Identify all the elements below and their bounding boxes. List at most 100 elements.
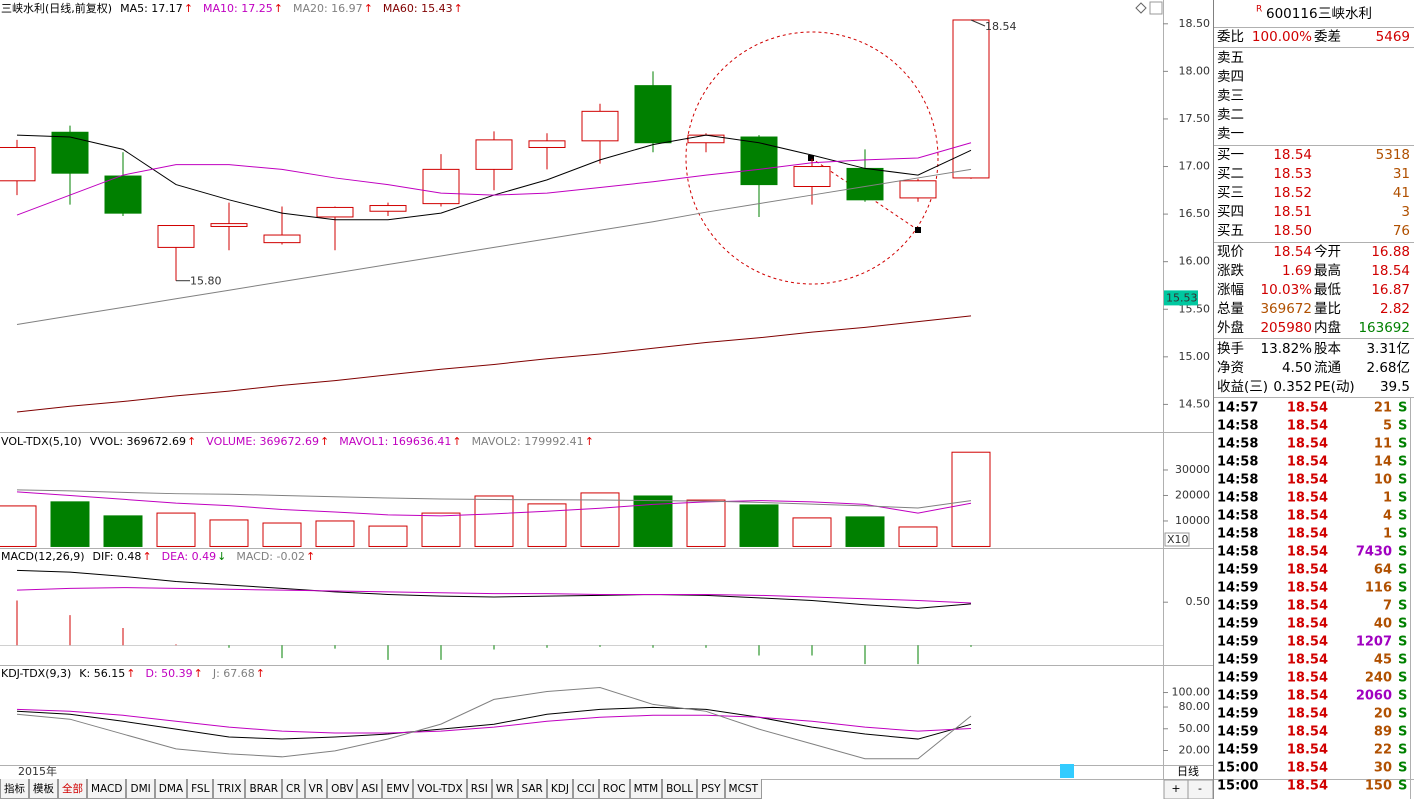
volume-bar (951, 451, 991, 547)
indicator-tab[interactable]: VOL-TDX (413, 779, 467, 799)
indicator-tab[interactable]: KDJ (546, 779, 573, 799)
indicator-line (16, 168, 972, 325)
trade-time: 14:58 (1217, 455, 1258, 470)
candle-body (634, 85, 672, 144)
ask-label: 卖一 (1217, 126, 1244, 142)
trade-volume: 14 (1374, 455, 1392, 470)
legend-text: MACD: -0.02 (236, 550, 305, 563)
field-label: 流通 (1314, 360, 1342, 376)
indicator-tab[interactable]: BOLL (662, 779, 698, 799)
field-label: 收益(三) (1217, 379, 1268, 395)
panel-title: 三峡水利(日线,前复权) (1, 1, 112, 15)
trade-time: 15:00 (1217, 761, 1258, 776)
legend-arrow: ↑ (454, 2, 463, 15)
field-value: 1.69 (1282, 263, 1312, 279)
indicator-tab[interactable]: MTM (629, 779, 663, 799)
indicator-tab[interactable]: WR (491, 779, 518, 799)
field-value: 100.00% (1252, 29, 1312, 45)
field-value: 13.82% (1261, 341, 1313, 357)
indicator-tab[interactable]: MACD (87, 779, 127, 799)
candle-body (952, 19, 990, 179)
indicator-tab[interactable]: OBV (327, 779, 358, 799)
trade-volume: 1207 (1356, 635, 1392, 650)
legend-arrow: ↑ (320, 435, 329, 448)
trade-volume: 7 (1383, 599, 1392, 614)
field-label: 外盘 (1217, 319, 1244, 336)
indicator-line (16, 569, 972, 609)
indicator-tab[interactable]: VR (304, 779, 328, 799)
field-value: 18.54 (1371, 263, 1410, 279)
indicator-tab[interactable]: PSY (697, 779, 725, 799)
trade-time: 14:59 (1217, 635, 1258, 650)
legend-text: K: 56.15 (79, 667, 125, 680)
highlight-circle (685, 31, 939, 285)
legend-text: MA5: 17.17 (120, 2, 183, 15)
indicator-tab[interactable]: DMI (126, 779, 155, 799)
bid-price: 18.50 (1273, 223, 1312, 239)
indicator-tab[interactable]: SAR (517, 779, 547, 799)
trade-side: S (1398, 671, 1407, 686)
trade-side: S (1398, 509, 1407, 524)
bid-volume: 76 (1393, 223, 1410, 239)
panel-title: MACD(12,26,9) (1, 550, 85, 563)
indicator-tab[interactable]: ROC (598, 779, 630, 799)
trade-price: 18.54 (1287, 671, 1328, 686)
indicator-tab[interactable]: MCST (724, 779, 763, 799)
trade-side: S (1398, 599, 1407, 614)
legend-arrow: ↓ (217, 550, 226, 563)
scroll-thumb[interactable] (1060, 764, 1074, 778)
field-value: 205980 (1260, 320, 1312, 336)
field-value: 4.50 (1282, 360, 1312, 376)
trade-time: 14:58 (1217, 437, 1258, 452)
zoom-out[interactable]: - (1198, 782, 1202, 795)
legend-text: MA60: 15.43 (383, 2, 453, 15)
candle-body (422, 168, 460, 205)
indicator-line (16, 491, 972, 517)
indicator-tab[interactable]: CCI (572, 779, 599, 799)
ask-label: 卖四 (1217, 69, 1244, 85)
field-value: 39.5 (1380, 379, 1410, 395)
indicator-tab[interactable]: 全部 (58, 779, 87, 799)
legend-arrow: ↑ (364, 2, 373, 15)
volume-bar (792, 517, 832, 547)
trade-time: 14:58 (1217, 545, 1258, 560)
scroll-button[interactable] (1149, 1, 1163, 15)
indicator-tab[interactable]: TRIX (213, 779, 246, 799)
trade-price: 18.54 (1287, 581, 1328, 596)
legend-arrow: ↑ (142, 550, 151, 563)
trade-volume: 40 (1374, 617, 1392, 632)
indicator-tab[interactable]: RSI (466, 779, 492, 799)
field-value: 10.03% (1261, 282, 1313, 298)
candle-body (0, 146, 36, 182)
trade-time: 14:59 (1217, 707, 1258, 722)
trade-volume: 1 (1383, 527, 1392, 542)
trade-side: S (1398, 491, 1407, 506)
candle-body (581, 110, 619, 142)
zoom-in[interactable]: + (1171, 782, 1180, 795)
y-tick-label: 15.50 (1179, 302, 1211, 315)
indicator-line (16, 489, 972, 509)
anchor-point (808, 155, 814, 161)
indicator-tab[interactable]: CR (282, 779, 305, 799)
legend-arrow: ↑ (274, 2, 283, 15)
legend-text: MAVOL1: 169636.41 (339, 435, 451, 448)
field-label: 总量 (1217, 301, 1244, 317)
trade-price: 18.54 (1287, 599, 1328, 614)
period-label[interactable]: 日线 (1177, 764, 1199, 778)
indicator-tab[interactable]: FSL (187, 779, 214, 799)
panel-title: KDJ-TDX(9,3) (1, 667, 71, 680)
indicator-tab[interactable]: BRAR (245, 779, 282, 799)
indicator-tab[interactable]: DMA (154, 779, 188, 799)
zoom-button[interactable] (1187, 779, 1214, 799)
date-label: 2015年 (18, 764, 57, 778)
trade-volume: 5 (1383, 419, 1392, 434)
indicator-tab[interactable]: EMV (382, 779, 414, 799)
indicator-tab[interactable]: 模板 (29, 779, 58, 799)
legend-text: MA10: 17.25 (203, 2, 273, 15)
indicator-tab[interactable]: ASI (357, 779, 383, 799)
indicator-tab[interactable]: 指标 (0, 779, 29, 799)
trade-time: 14:57 (1217, 401, 1258, 416)
trade-price: 18.54 (1287, 563, 1328, 578)
field-label: 现价 (1217, 244, 1245, 260)
